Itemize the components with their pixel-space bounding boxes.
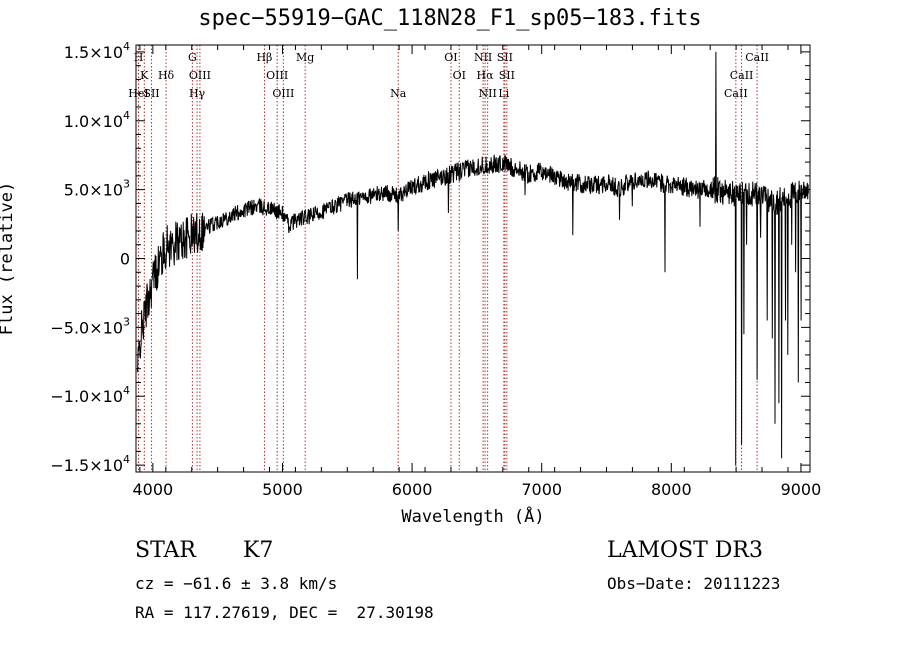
- line-label: Li: [498, 87, 509, 100]
- line-label: Hγ: [189, 87, 206, 100]
- x-axis-label: Wavelength (Å): [401, 505, 544, 527]
- survey-label: LAMOST DR3: [607, 538, 763, 563]
- plot-frame: [135, 44, 811, 473]
- line-label: SII: [497, 51, 513, 64]
- ra-dec-text: RA = 117.27619, DEC = 27.30198: [135, 603, 434, 622]
- object-class: STAR: [135, 538, 196, 563]
- y-tick-label: 1.0×104: [64, 109, 130, 131]
- line-label: CaII: [730, 69, 754, 82]
- x-tick-label: 7000: [521, 480, 562, 499]
- line-label: NII: [474, 51, 492, 64]
- line-label: OIII: [189, 69, 211, 82]
- line-label: Mg: [296, 51, 314, 64]
- line-label: OI: [453, 69, 466, 82]
- x-tick-label: 5000: [262, 480, 303, 499]
- line-label: Hβ: [256, 51, 272, 64]
- spectrum-line: [136, 51, 809, 466]
- line-label: OIII: [266, 69, 288, 82]
- chart-title: spec−55919−GAC_118N28_F1_sp05−183.fits: [198, 6, 702, 31]
- line-label: CaII: [724, 87, 748, 100]
- x-tick-label: 6000: [392, 480, 433, 499]
- y-tick-label: −5.0×103: [50, 315, 130, 337]
- line-label: G: [188, 51, 197, 64]
- line-label: Hδ: [158, 69, 175, 82]
- obs-date-text: Obs−Date: 20111223: [607, 574, 781, 593]
- x-tick-label: 9000: [781, 480, 822, 499]
- y-tick-label: −1.0×104: [50, 384, 130, 406]
- y-tick-label: −1.5×104: [50, 453, 130, 475]
- line-label: SII: [499, 69, 515, 82]
- x-tick-label: 4000: [132, 480, 173, 499]
- line-label: Hα: [477, 69, 495, 82]
- y-axis-label: Flux (relative): [0, 182, 17, 336]
- line-label: OIII: [272, 87, 294, 100]
- line-label: CaII: [745, 51, 769, 64]
- object-subclass: K7: [243, 538, 274, 563]
- y-tick-label: 0: [120, 250, 130, 269]
- line-label: H: [134, 51, 144, 64]
- line-label: K: [140, 69, 149, 82]
- line-label: OI: [444, 51, 457, 64]
- line-label: SII: [143, 87, 159, 100]
- x-tick-label: 8000: [651, 480, 692, 499]
- redshift-text: cz = −61.6 ± 3.8 km/s: [135, 574, 338, 593]
- line-label: Na: [390, 87, 407, 100]
- line-label: NII: [478, 87, 496, 100]
- y-tick-label: 5.0×103: [64, 178, 130, 200]
- y-tick-label: 1.5×104: [64, 40, 130, 62]
